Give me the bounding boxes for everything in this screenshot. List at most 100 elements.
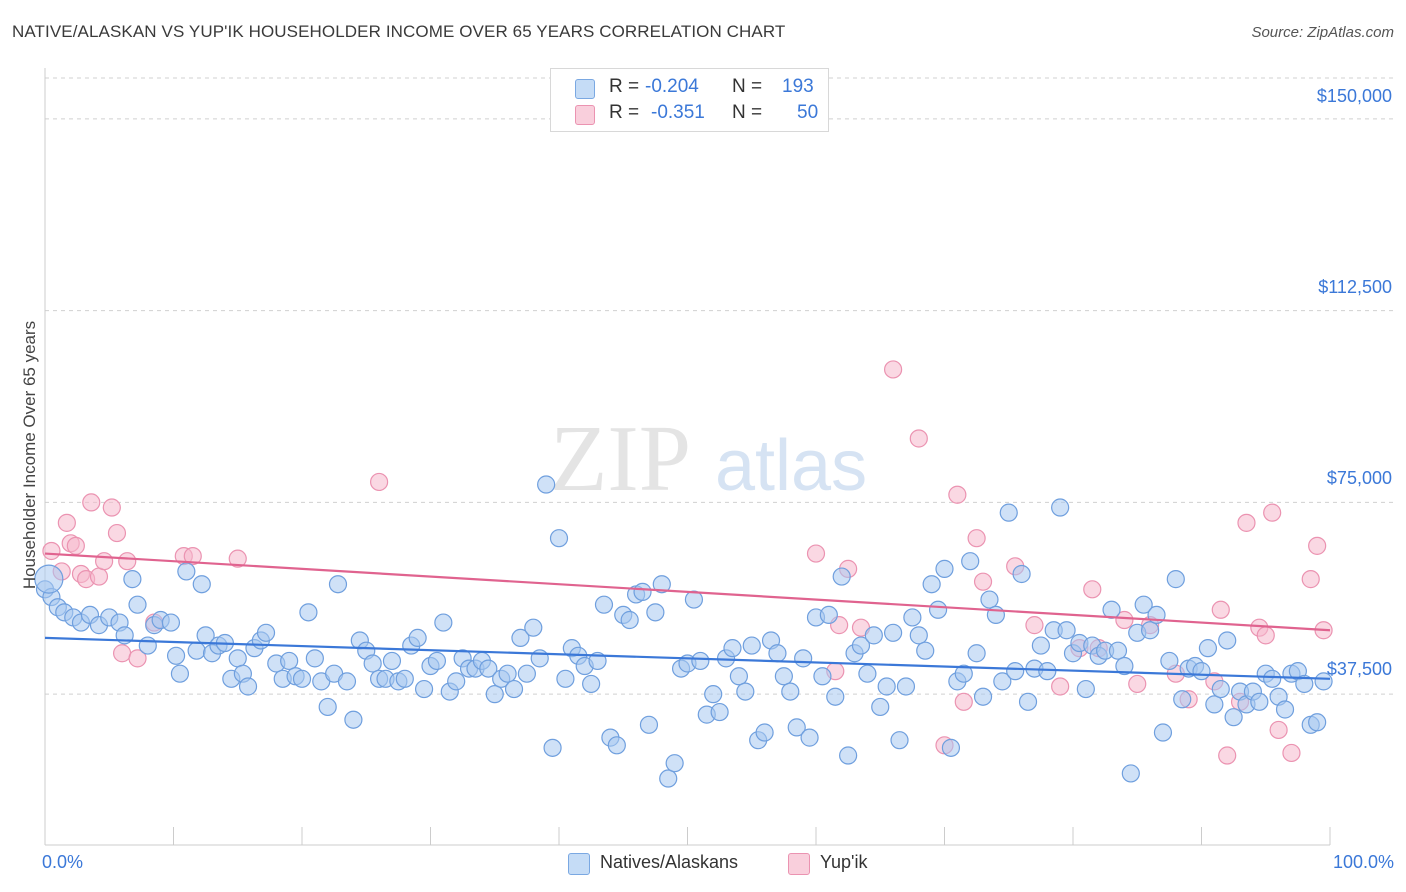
natives-point [177, 562, 196, 581]
natives-point [192, 575, 211, 594]
natives-point [479, 659, 498, 678]
natives-point [504, 679, 524, 699]
yupik-point [112, 644, 132, 663]
natives-point [896, 677, 916, 696]
yupik-point [228, 549, 247, 568]
natives-point [993, 672, 1012, 691]
yupik-point [948, 485, 967, 504]
natives-point [883, 623, 903, 642]
natives-point [620, 610, 639, 630]
natives-point [337, 672, 357, 691]
stats-legend: R = -0.204 N = 193 R = -0.351 N = 50 [550, 68, 829, 132]
natives-point [1140, 621, 1160, 640]
natives-point [967, 644, 986, 663]
legend-label: Natives/Alaskans [600, 852, 739, 872]
y-tick-label: $112,500 [1318, 277, 1392, 297]
natives-point [170, 664, 190, 683]
natives-point [607, 736, 626, 755]
natives-point [549, 529, 569, 548]
natives-point [1153, 723, 1173, 742]
natives-point [639, 715, 659, 734]
natives-point [328, 575, 348, 594]
natives-point [1263, 669, 1282, 688]
natives-point [537, 475, 556, 494]
yupik-point [1083, 580, 1102, 599]
n-value: 193 [782, 76, 814, 97]
y-tick-label: $150,000 [1316, 86, 1392, 106]
natives-point [1173, 690, 1192, 709]
natives-point [485, 685, 504, 704]
y-tick-label: $37,500 [1326, 659, 1392, 679]
yupik-point [1211, 600, 1230, 619]
natives-point [954, 664, 973, 683]
natives-point [256, 623, 276, 642]
natives-point [1275, 700, 1295, 719]
natives-point [916, 641, 935, 660]
natives-point [652, 575, 671, 594]
natives-point [305, 649, 324, 668]
yupik-point [1282, 743, 1301, 763]
natives-point [517, 664, 536, 683]
yupik-point [95, 552, 114, 571]
natives-point [800, 728, 819, 747]
natives-point [556, 669, 575, 688]
natives-point [646, 603, 665, 622]
yupik-point [370, 472, 389, 492]
natives-point [774, 667, 793, 686]
natives-point [228, 649, 247, 668]
natives-point [1218, 631, 1237, 650]
y-axis-label: Householder Income Over 65 years [20, 320, 39, 590]
natives-point [1198, 639, 1218, 658]
natives-swatch [575, 79, 595, 99]
yupik-point [1051, 677, 1070, 696]
watermark: ZIP atlas [550, 407, 867, 511]
natives-point [1166, 570, 1185, 589]
natives-point [710, 702, 729, 722]
natives-point [1031, 636, 1050, 655]
natives-point [280, 651, 299, 671]
natives-legend-swatch [568, 853, 590, 875]
watermark-zip: ZIP [550, 407, 691, 511]
natives-point [1051, 498, 1070, 517]
natives-point [138, 636, 157, 655]
natives-point [704, 685, 723, 704]
trend-lines [44, 552, 1331, 680]
yupik-point [909, 429, 928, 448]
natives-point [903, 608, 922, 627]
natives-point [582, 674, 601, 694]
natives-point [691, 651, 710, 671]
natives-trend-line [44, 636, 1331, 680]
yupik-point [1025, 616, 1044, 635]
natives-point [928, 600, 948, 619]
natives-point [447, 672, 466, 691]
natives-point [1295, 674, 1314, 694]
natives-point [871, 697, 890, 717]
yupik-trend-line [44, 552, 1331, 632]
natives-point [299, 603, 318, 622]
r-label: R = [609, 76, 640, 97]
natives-point [1121, 764, 1140, 783]
natives-point [238, 677, 258, 696]
r-label: R = [609, 102, 640, 123]
natives-point [736, 682, 755, 701]
natives-point [1108, 641, 1128, 660]
natives-point [1211, 679, 1230, 699]
source-note: Source: ZipAtlas.com [1251, 24, 1394, 41]
natives-point [877, 677, 896, 696]
natives-point [922, 575, 941, 594]
yupik-point [967, 529, 986, 548]
natives-point [755, 723, 774, 742]
natives-point [511, 628, 530, 648]
natives-point [434, 613, 453, 632]
natives-point [1314, 672, 1333, 691]
yupik-point [107, 523, 127, 543]
yupik-point [1218, 746, 1237, 765]
yupik-point [806, 544, 826, 563]
natives-point [408, 628, 427, 648]
n-value: 50 [797, 102, 819, 123]
natives-point [768, 644, 787, 663]
natives-point [292, 669, 312, 688]
natives-point [128, 595, 147, 614]
chart-title: NATIVE/ALASKAN VS YUP'IK HOUSEHOLDER INC… [12, 22, 786, 41]
yupik-point [57, 513, 76, 532]
